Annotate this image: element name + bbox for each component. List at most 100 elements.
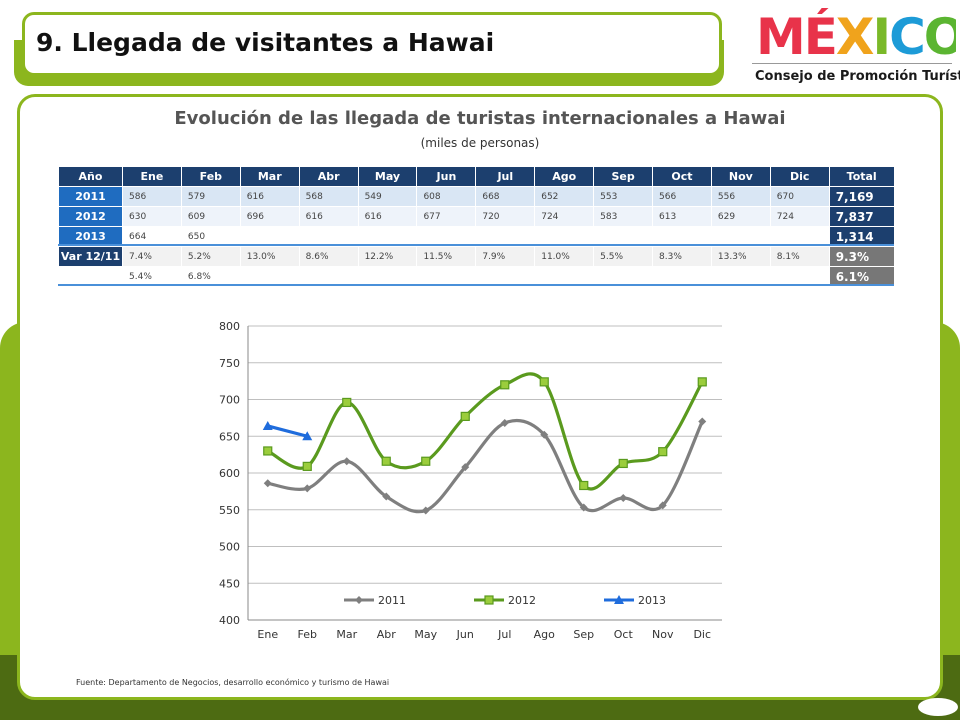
table-cell xyxy=(475,226,536,247)
table-cell: 616 xyxy=(239,186,300,207)
table-cell xyxy=(534,226,595,247)
x-tick-label: Nov xyxy=(652,628,674,641)
table-cell xyxy=(298,226,359,247)
table-header-cell: Oct xyxy=(652,166,712,187)
data-point-2011 xyxy=(303,484,312,493)
data-point-2012 xyxy=(658,447,668,457)
y-tick-label: 700 xyxy=(219,394,240,407)
table-row: 2011 586 579 616 568 549 608 668 652 553 566 556 670… xyxy=(58,186,895,207)
table-cell: 13.3% xyxy=(710,246,771,267)
data-point-2011 xyxy=(382,492,391,501)
table-cell: 556 xyxy=(710,186,771,207)
table-separator xyxy=(58,244,894,246)
table-cell: 6.8% xyxy=(180,266,241,287)
table-cell: 7.9% xyxy=(475,246,536,267)
table-cell xyxy=(298,266,359,287)
data-point-2013 xyxy=(262,420,273,430)
x-tick-label: Sep xyxy=(573,628,594,641)
row-label: 2012 xyxy=(58,206,123,227)
data-point-2012 xyxy=(460,411,470,422)
table-subtitle: (miles de personas) xyxy=(420,136,540,150)
table-cell xyxy=(593,266,654,287)
x-tick-label: Ene xyxy=(257,628,278,641)
table-cell: 720 xyxy=(475,206,536,227)
table-cell xyxy=(239,226,300,247)
line-chart: 400 450 500 550 600 650 700 750 800 Ene Feb Mar Abr M… xyxy=(219,320,722,641)
data-point-2011 xyxy=(461,463,470,472)
table-header-cell: Jul xyxy=(475,166,536,187)
data-point-2012 xyxy=(579,480,589,491)
table-cell: 8.3% xyxy=(652,246,712,267)
page-title: 9. Llegada de visitantes a Hawai xyxy=(36,28,495,57)
row-total: 9.3% xyxy=(828,246,895,267)
x-tick-label: May xyxy=(414,628,437,641)
table-title: Evolución de las llegada de turistas int… xyxy=(174,108,786,129)
data-point-2012 xyxy=(539,377,549,387)
logo-letter: M xyxy=(756,8,804,64)
data-point-2011 xyxy=(500,419,509,428)
data-point-2011 xyxy=(579,503,588,512)
table-cell: 724 xyxy=(534,206,595,227)
table-row: 2013 664 650 1,314 xyxy=(58,226,895,247)
table-cell xyxy=(416,266,477,287)
logo-letter: É xyxy=(804,8,836,64)
title-box xyxy=(22,12,722,76)
table-cell xyxy=(475,266,536,287)
table-cell xyxy=(534,266,595,287)
table-cell: 629 xyxy=(710,206,771,227)
mexico-logo-text: MÉXICO xyxy=(756,8,956,64)
table-header-cell: Abr xyxy=(298,166,359,187)
series-line-2011 xyxy=(267,419,704,514)
table-cell xyxy=(710,266,771,287)
x-tick-label: Feb xyxy=(298,628,317,641)
table-header-cell: Ene xyxy=(122,166,182,187)
table-cell xyxy=(593,226,654,247)
logo-letter: X xyxy=(836,8,874,64)
table-header-cell: Feb xyxy=(180,166,241,187)
logo-subtitle: Consejo de Promoción Turística xyxy=(755,69,960,84)
series-line-2013 xyxy=(267,424,308,438)
x-tick-label: Ago xyxy=(534,628,556,641)
table-header-cell: Total xyxy=(828,166,895,187)
data-point-2012 xyxy=(500,380,510,390)
table-header-cell: Mar xyxy=(239,166,300,187)
table-bottom-border xyxy=(58,284,894,286)
logo-letter: O xyxy=(924,8,956,64)
x-tick-label: Oct xyxy=(614,628,634,641)
table-cell: 7.4% xyxy=(122,246,182,267)
table-row: Var 13/12 5.4% 6.8% 6.1% xyxy=(58,266,895,287)
row-label: Var 13/12 xyxy=(58,266,123,287)
data-point-2012 xyxy=(697,377,707,387)
data-point-2011 xyxy=(342,457,351,466)
data-point-2012 xyxy=(381,456,391,466)
table-cell: 11.5% xyxy=(416,246,477,267)
y-tick-label: 500 xyxy=(219,541,240,554)
data-point-2012 xyxy=(342,397,352,408)
row-total: 7,169 xyxy=(828,186,895,207)
x-tick-label: Mar xyxy=(336,628,357,641)
table-cell xyxy=(357,226,418,247)
table-cell: 549 xyxy=(357,186,418,207)
data-point-2011 xyxy=(421,506,430,515)
data-point-2011 xyxy=(698,417,707,426)
table-header-cell: Año xyxy=(58,166,123,187)
data-point-2011 xyxy=(658,501,667,510)
table-cell xyxy=(357,266,418,287)
data-point-2012 xyxy=(618,458,628,469)
table-cell: 12.2% xyxy=(357,246,418,267)
table-cell: 668 xyxy=(475,186,536,207)
table-header-cell: Sep xyxy=(593,166,654,187)
row-label: 2013 xyxy=(58,226,123,247)
page-number-oval xyxy=(918,698,958,716)
series-line-2012 xyxy=(266,372,704,491)
table-cell: 5.2% xyxy=(180,246,241,267)
data-point-2011 xyxy=(619,493,628,502)
y-tick-label: 550 xyxy=(219,504,240,517)
y-tick-label: 450 xyxy=(219,577,240,590)
y-tick-label: 650 xyxy=(219,430,240,443)
data-point-2012 xyxy=(302,461,312,471)
row-total: 6.1% xyxy=(828,266,895,287)
table-cell: 5.4% xyxy=(122,266,182,287)
table-cell: 13.0% xyxy=(239,246,300,267)
table-cell xyxy=(769,226,830,247)
